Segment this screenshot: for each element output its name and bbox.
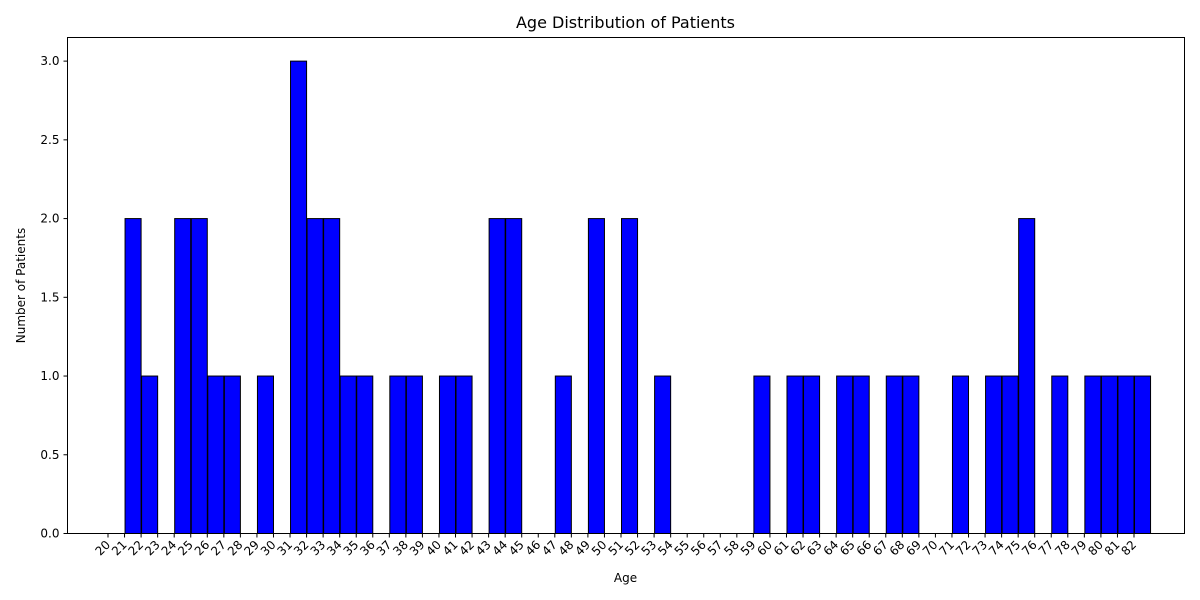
x-axis: 2021222324252627282930313233343536373839… — [92, 533, 1139, 559]
bar-age-38 — [405, 375, 423, 535]
bar-age-79 — [1084, 375, 1102, 535]
bar-age-49 — [587, 218, 605, 535]
chart-title: Age Distribution of Patients — [516, 13, 735, 32]
x-axis-title: Age — [614, 571, 637, 585]
plot-frame — [67, 37, 1185, 534]
bar-age-22 — [141, 375, 159, 535]
bar-age-40 — [438, 375, 457, 535]
y-tick-label: 1.0 — [40, 369, 59, 383]
bar-age-81 — [1117, 375, 1135, 535]
bar-age-25 — [190, 218, 208, 535]
bar-age-27 — [223, 375, 241, 535]
bar-age-77 — [1051, 375, 1069, 535]
y-tick-label: 2.0 — [40, 212, 59, 226]
bar-age-35 — [356, 375, 374, 535]
bar-age-32 — [306, 218, 324, 535]
bar-age-67 — [885, 375, 903, 535]
x-tick-label: 82 — [1118, 538, 1139, 559]
bar-age-21 — [124, 218, 142, 535]
bar-age-37 — [389, 375, 407, 535]
bar-age-53 — [654, 375, 672, 535]
y-axis-title: Number of Patients — [14, 228, 28, 343]
y-tick-label: 2.5 — [40, 133, 59, 147]
bar-age-29 — [256, 375, 274, 535]
bar-age-73 — [985, 375, 1003, 535]
y-axis: 0.0 0.5 1.0 1.5 2.0 2.5 3.0 — [40, 54, 68, 541]
bar-age-71 — [951, 375, 970, 535]
bar-age-82 — [1134, 375, 1152, 535]
y-tick-label: 0.0 — [40, 527, 59, 541]
bar-age-59 — [753, 375, 771, 535]
bar-age-68 — [902, 375, 920, 535]
bar-age-51 — [621, 218, 639, 535]
bar-age-75 — [1018, 218, 1036, 535]
y-tick-label: 0.5 — [40, 448, 59, 462]
bar-age-47 — [554, 375, 572, 535]
bar-age-65 — [852, 375, 870, 535]
bar-age-61 — [786, 375, 804, 535]
bar-age-64 — [836, 375, 854, 535]
bar-age-43 — [488, 218, 506, 535]
bar-age-74 — [1001, 375, 1019, 535]
bar-age-44 — [505, 218, 523, 535]
y-tick-label: 1.5 — [40, 290, 59, 304]
bar-age-33 — [323, 218, 341, 535]
bar-age-24 — [174, 218, 192, 535]
bar-age-80 — [1100, 375, 1118, 535]
y-tick-label: 3.0 — [40, 54, 59, 68]
bar-age-31 — [290, 60, 308, 535]
bar-age-26 — [207, 375, 225, 535]
bar-age-34 — [339, 375, 357, 535]
bar-age-41 — [455, 375, 473, 535]
bars-group — [109, 60, 1152, 535]
bar-age-62 — [803, 375, 821, 535]
